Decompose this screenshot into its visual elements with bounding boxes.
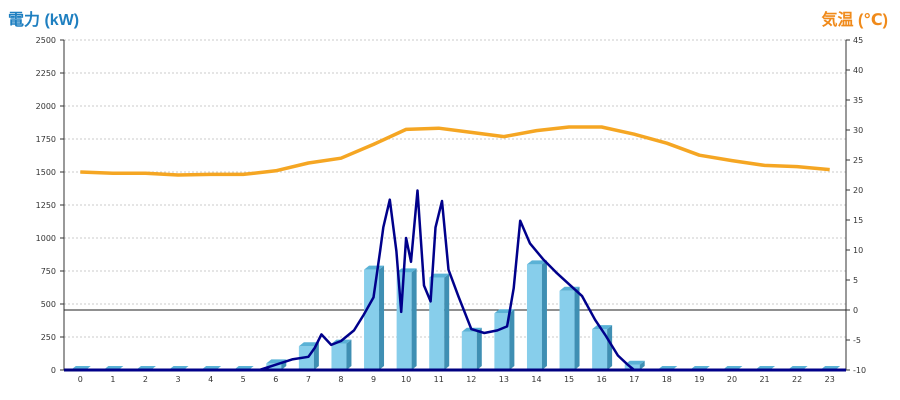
x-tick-label: 14 [531, 375, 541, 384]
x-tick-label: 22 [792, 375, 802, 384]
right-tick-label: 5 [853, 276, 858, 285]
bar-side [541, 260, 547, 370]
right-axis-title: 気温 (℃) [821, 12, 888, 29]
bar-side [639, 360, 645, 370]
x-tick-label: 13 [499, 375, 509, 384]
left-axis-title: 電力 (kW) [8, 12, 80, 29]
x-tick-label: 17 [629, 375, 639, 384]
x-tick-label: 2 [143, 375, 148, 384]
bar-side [444, 273, 450, 370]
right-tick-label: 20 [853, 186, 863, 195]
bar [592, 329, 608, 370]
x-tick-label: 0 [78, 375, 83, 384]
bar-top [396, 268, 417, 273]
bar-side [574, 286, 580, 370]
left-tick-label: 250 [41, 333, 56, 342]
left-tick-label: 2250 [36, 69, 56, 78]
right-tick-label: 15 [853, 216, 863, 225]
bar [331, 343, 347, 370]
bar-side [411, 268, 417, 370]
left-tick-label: 1250 [36, 201, 56, 210]
x-tick-label: 16 [597, 375, 607, 384]
bar-side [509, 309, 515, 370]
bar [461, 331, 477, 370]
bar-top [592, 325, 613, 330]
bar-side [346, 339, 352, 370]
left-tick-label: 0 [51, 366, 56, 375]
right-tick-label: 35 [853, 96, 863, 105]
x-tick-label: 20 [727, 375, 737, 384]
bar-side [379, 265, 385, 370]
left-tick-label: 2500 [36, 36, 56, 45]
x-tick-label: 18 [662, 375, 672, 384]
bar-side [607, 325, 613, 370]
left-tick-label: 500 [41, 300, 56, 309]
power-line [80, 189, 846, 372]
x-tick-label: 23 [825, 375, 835, 384]
left-tick-label: 2000 [36, 102, 56, 111]
bar-top [298, 342, 319, 347]
bar-top [429, 273, 450, 278]
bar [559, 290, 575, 370]
bar [266, 363, 282, 370]
x-tick-label: 5 [241, 375, 246, 384]
bar [429, 277, 445, 370]
x-tick-label: 6 [273, 375, 278, 384]
right-tick-label: -5 [853, 336, 861, 345]
x-tick-label: 10 [401, 375, 411, 384]
x-tick-label: 1 [110, 375, 115, 384]
left-tick-label: 1750 [36, 135, 56, 144]
right-tick-label: 40 [853, 66, 863, 75]
bar-top [526, 260, 547, 265]
bar-top [624, 360, 645, 365]
right-tick-label: 30 [853, 126, 863, 135]
bar [364, 269, 380, 370]
x-tick-label: 12 [466, 375, 476, 384]
left-tick-label: 1500 [36, 168, 56, 177]
right-tick-label: 45 [853, 36, 863, 45]
left-tick-label: 1000 [36, 234, 56, 243]
bar-side [476, 327, 482, 370]
temperature-line [80, 125, 830, 177]
x-tick-label: 8 [338, 375, 343, 384]
x-tick-label: 3 [175, 375, 180, 384]
x-tick-label: 15 [564, 375, 574, 384]
left-tick-label: 750 [41, 267, 56, 276]
x-tick-label: 7 [306, 375, 311, 384]
right-tick-label: 25 [853, 156, 863, 165]
right-tick-label: 0 [853, 306, 858, 315]
x-tick-label: 21 [759, 375, 769, 384]
right-tick-label: 10 [853, 246, 863, 255]
x-tick-label: 4 [208, 375, 213, 384]
x-tick-label: 11 [434, 375, 444, 384]
x-tick-label: 9 [371, 375, 376, 384]
x-tick-label: 19 [694, 375, 704, 384]
right-tick-label: -10 [853, 366, 866, 375]
bar [526, 264, 542, 370]
